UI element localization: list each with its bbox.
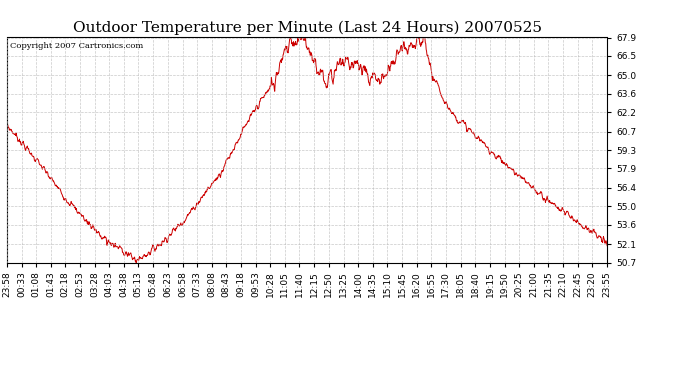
Title: Outdoor Temperature per Minute (Last 24 Hours) 20070525: Outdoor Temperature per Minute (Last 24 …	[72, 21, 542, 35]
Text: Copyright 2007 Cartronics.com: Copyright 2007 Cartronics.com	[10, 42, 143, 50]
